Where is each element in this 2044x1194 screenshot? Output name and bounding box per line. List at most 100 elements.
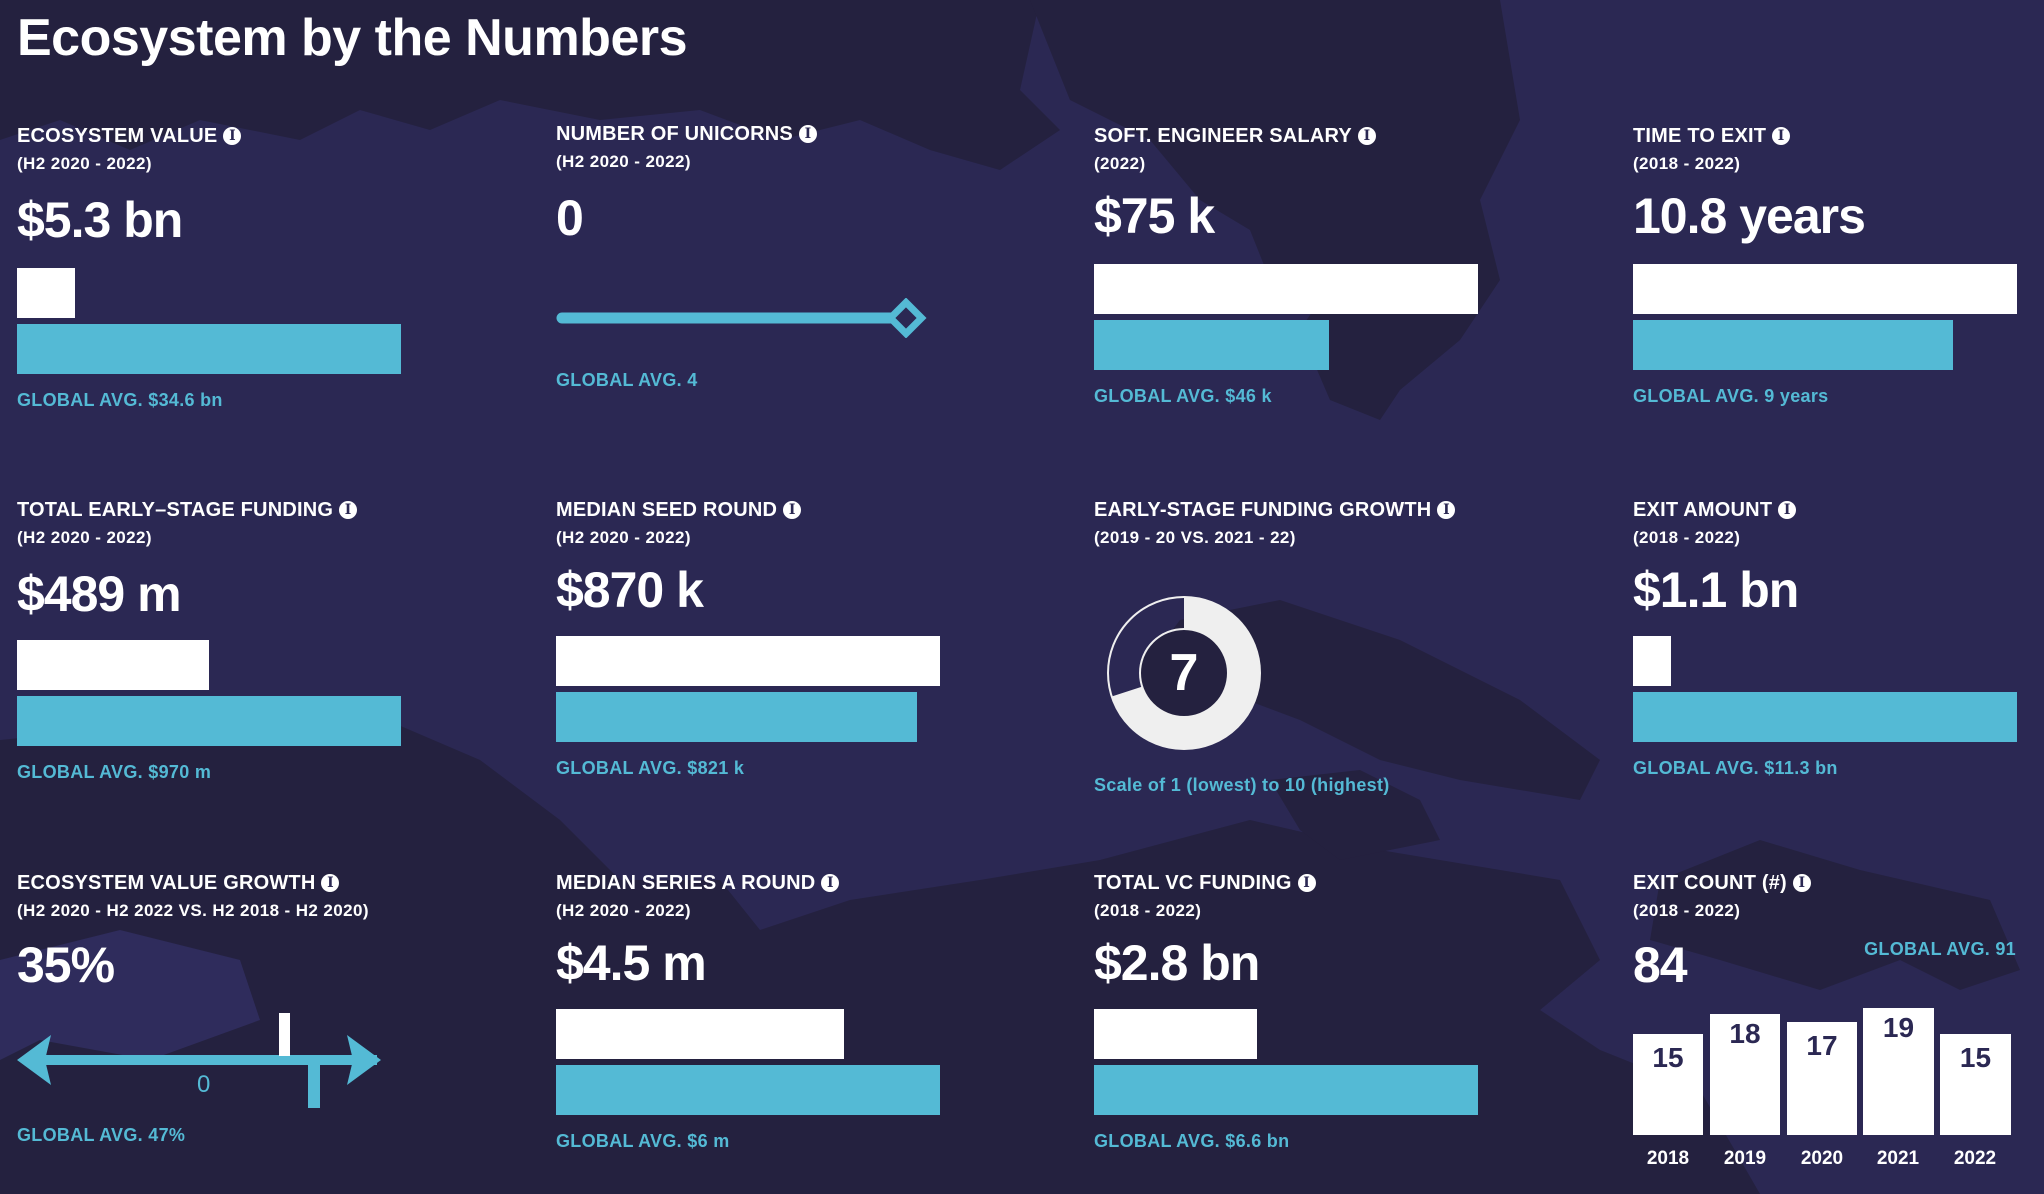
axis-zero-label: 0: [197, 1071, 211, 1098]
card-time-to-exit: TIME TO EXIT i (2018 - 2022) 10.8 years …: [1633, 124, 2044, 407]
year-label: 2020: [1800, 1148, 1844, 1169]
global-avg-bar: [1633, 692, 2017, 742]
info-icon[interactable]: i: [1792, 874, 1811, 892]
global-avg-bar: [17, 696, 401, 746]
info-icon[interactable]: i: [783, 501, 802, 519]
card-title: ECOSYSTEM VALUE i: [17, 124, 537, 148]
global-avg-bar: [1094, 1065, 1478, 1115]
card-title: MEDIAN SEED ROUND i: [556, 498, 1076, 522]
global-avg-label: GLOBAL AVG. 47%: [17, 1125, 186, 1145]
card-exit-amount: EXIT AMOUNT i (2018 - 2022) $1.1 bn GLOB…: [1633, 498, 2044, 779]
card-median-series-a-round: MEDIAN SERIES A ROUND i (H2 2020 - 2022)…: [556, 871, 1076, 1152]
unicorn-line-chart: [556, 298, 927, 338]
card-subtitle: (H2 2020 - H2 2022 VS. H2 2018 - H2 2020…: [17, 901, 369, 920]
card-subtitle: (H2 2020 - 2022): [556, 901, 691, 920]
card-subtitle: (2018 - 2022): [1094, 901, 1202, 920]
card-value: $5.3 bn: [17, 192, 183, 248]
ecosystem-bar: [556, 1009, 844, 1059]
exit-bar-2018: 15: [1633, 1034, 1703, 1135]
card-title: EXIT COUNT (#) i: [1633, 871, 2033, 895]
info-icon[interactable]: i: [1357, 127, 1376, 145]
diamond-marker-icon: [885, 298, 927, 338]
exit-bar-2021: 19: [1863, 1008, 1934, 1135]
card-value: 10.8 years: [1633, 188, 1866, 244]
info-icon[interactable]: i: [1778, 501, 1797, 519]
info-icon[interactable]: i: [321, 874, 340, 892]
info-icon[interactable]: i: [1437, 501, 1456, 519]
card-subtitle: (2019 - 20 VS. 2021 - 22): [1094, 528, 1296, 547]
info-icon[interactable]: i: [339, 501, 358, 519]
ecosystem-bar: [556, 636, 940, 686]
card-value: 84: [1633, 937, 1688, 993]
card-value: 0: [556, 190, 584, 246]
arrow-left-icon: [17, 1035, 51, 1085]
card-title: TIME TO EXIT i: [1633, 124, 2044, 148]
card-soft-engineer-salary: SOFT. ENGINEER SALARY i (2022) $75 k GLO…: [1094, 124, 1614, 407]
info-icon[interactable]: i: [798, 125, 817, 143]
card-title: MEDIAN SERIES A ROUND i: [556, 871, 1076, 895]
card-subtitle: (H2 2020 - 2022): [17, 528, 152, 547]
global-avg-marker: [308, 1060, 320, 1108]
card-subtitle: (2018 - 2022): [1633, 528, 1741, 547]
global-avg-label: GLOBAL AVG. $46 k: [1094, 386, 1272, 406]
global-avg-label: GLOBAL AVG. $34.6 bn: [17, 390, 223, 410]
card-total-early-stage-funding: TOTAL EARLY–STAGE FUNDING i (H2 2020 - 2…: [17, 498, 537, 783]
card-value: $489 m: [17, 566, 182, 622]
card-title: TOTAL VC FUNDING i: [1094, 871, 1614, 895]
info-icon[interactable]: i: [1297, 874, 1316, 892]
card-median-seed-round: MEDIAN SEED ROUND i (H2 2020 - 2022) $87…: [556, 498, 1076, 779]
card-subtitle: (2022): [1094, 154, 1146, 173]
growth-axis-chart: 0: [17, 1013, 397, 1113]
arrow-right-icon: [347, 1035, 381, 1085]
info-icon[interactable]: i: [223, 127, 242, 145]
global-avg-bar: [556, 692, 917, 742]
year-label: 2018: [1646, 1148, 1690, 1169]
year-label: 2022: [1953, 1148, 1997, 1169]
ecosystem-bar: [17, 268, 75, 318]
global-avg-bar: [1633, 320, 1953, 370]
year-label: 2021: [1876, 1148, 1920, 1169]
card-value: $2.8 bn: [1094, 935, 1260, 991]
donut-score-value: 7: [1169, 644, 1199, 702]
card-subtitle: (H2 2020 - 2022): [556, 152, 691, 171]
scale-note: Scale of 1 (lowest) to 10 (highest): [1094, 775, 1390, 795]
info-icon[interactable]: i: [821, 874, 840, 892]
global-avg-label: GLOBAL AVG. 9 years: [1633, 386, 1829, 406]
card-title: EXIT AMOUNT i: [1633, 498, 2044, 522]
global-avg-label: GLOBAL AVG. $821 k: [556, 758, 745, 778]
global-avg-label: GLOBAL AVG. $6 m: [556, 1131, 730, 1151]
ecosystem-marker: [279, 1013, 290, 1056]
global-avg-bar: [17, 324, 401, 374]
card-exit-count: EXIT COUNT (#) i (2018 - 2022) 84 GLOBAL…: [1633, 871, 2033, 1171]
card-subtitle: (H2 2020 - 2022): [17, 154, 152, 173]
card-number-of-unicorns: NUMBER OF UNICORNS i (H2 2020 - 2022) 0 …: [556, 122, 1076, 391]
ecosystem-bar: [1094, 1009, 1257, 1059]
exit-bar-2022: 15: [1940, 1034, 2011, 1135]
global-avg-label: GLOBAL AVG. 4: [556, 370, 698, 390]
ecosystem-bar: [1094, 264, 1478, 314]
card-title: NUMBER OF UNICORNS i: [556, 122, 1076, 146]
card-title: ECOSYSTEM VALUE GROWTH i: [17, 871, 537, 895]
global-avg-bar: [1094, 320, 1329, 370]
card-total-vc-funding: TOTAL VC FUNDING i (2018 - 2022) $2.8 bn…: [1094, 871, 1614, 1152]
info-icon[interactable]: i: [1772, 127, 1791, 145]
global-avg-label: GLOBAL AVG. 91: [1864, 939, 2016, 959]
global-avg-label: GLOBAL AVG. $970 m: [17, 762, 212, 782]
card-subtitle: (2018 - 2022): [1633, 154, 1741, 173]
ecosystem-bar: [1633, 264, 2017, 314]
card-ecosystem-value: ECOSYSTEM VALUE i (H2 2020 - 2022) $5.3 …: [17, 124, 537, 411]
global-avg-label: GLOBAL AVG. $6.6 bn: [1094, 1131, 1290, 1151]
card-title: SOFT. ENGINEER SALARY i: [1094, 124, 1614, 148]
exit-bar-2020: 17: [1787, 1022, 1857, 1135]
card-title: EARLY-STAGE FUNDING GROWTH i: [1094, 498, 1614, 522]
score-donut: 7: [1104, 593, 1264, 753]
ecosystem-bar: [1633, 636, 1671, 686]
card-title: TOTAL EARLY–STAGE FUNDING i: [17, 498, 537, 522]
exit-bar-2019: 18: [1710, 1014, 1780, 1135]
card-value: $4.5 m: [556, 935, 707, 991]
card-value: 35%: [17, 937, 115, 993]
card-value: $870 k: [556, 562, 704, 618]
card-value: $1.1 bn: [1633, 562, 1799, 618]
card-value: $75 k: [1094, 188, 1215, 244]
card-early-stage-funding-growth: EARLY-STAGE FUNDING GROWTH i (2019 - 20 …: [1094, 498, 1614, 796]
